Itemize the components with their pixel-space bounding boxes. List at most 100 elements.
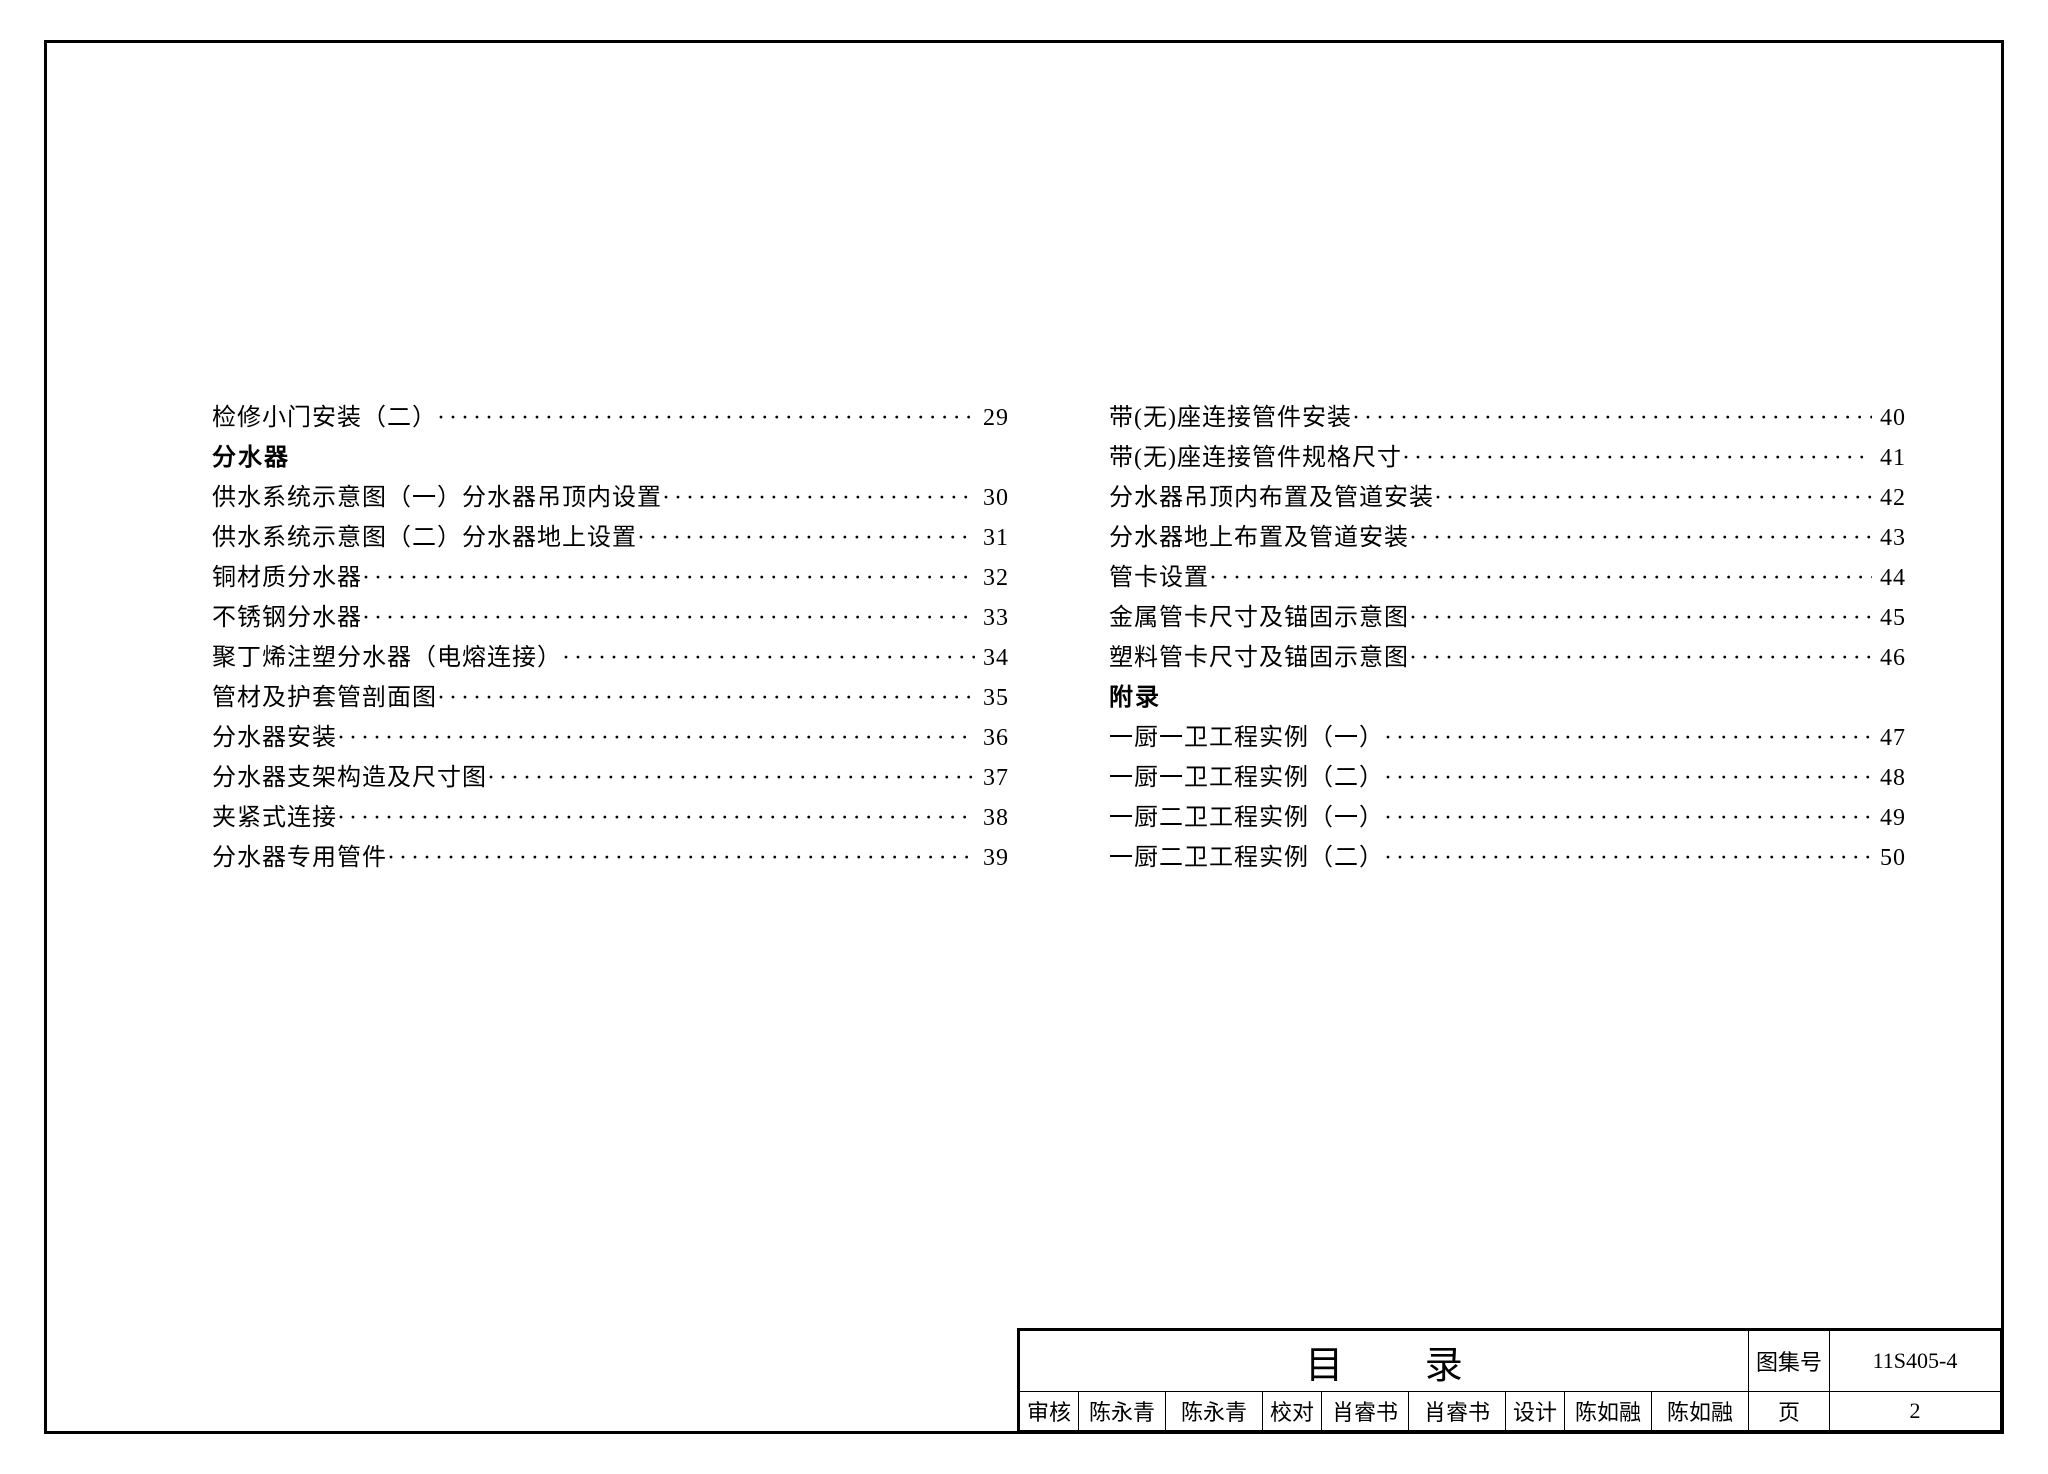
toc-entry-label: 管材及护套管剖面图 [212,678,437,718]
toc-leader-dots [1384,758,1872,798]
toc-leader-dots [437,678,975,718]
role-review-signature: 陈永青 [1166,1392,1263,1431]
toc-entry-label: 一厨二卫工程实例（一） [1109,798,1384,838]
toc-entry-page: 40 [1872,398,1906,438]
role-design-name: 陈如融 [1565,1392,1652,1431]
toc-entry-page: 44 [1872,558,1906,598]
toc-leader-dots [337,798,975,838]
toc-entry-page: 46 [1872,638,1906,678]
toc-row: 金属管卡尺寸及锚固示意图 45 [1109,598,1906,638]
role-check-name: 肖睿书 [1322,1392,1409,1431]
toc-entry-label: 管卡设置 [1109,558,1209,598]
toc-leader-dots [1434,478,1872,518]
toc-entry-label: 一厨一卫工程实例（二） [1109,758,1384,798]
toc-entry-page: 49 [1872,798,1906,838]
toc-row: 带(无)座连接管件规格尺寸41 [1109,438,1906,478]
toc-leader-dots [1384,838,1872,878]
toc-entry-page: 47 [1872,718,1906,758]
toc-row: 不锈钢分水器 33 [212,598,1009,638]
toc-entry-page: 35 [975,678,1009,718]
toc-entry-label: 分水器吊顶内布置及管道安装 [1109,478,1434,518]
toc-row: 塑料管卡尺寸及锚固示意图 46 [1109,638,1906,678]
toc-entry-page: 50 [1872,838,1906,878]
toc-heading: 分水器 [212,438,1009,478]
toc-entry-label: 分水器支架构造及尺寸图 [212,758,487,798]
toc-entry-page: 37 [975,758,1009,798]
toc-entry-page: 31 [975,518,1009,558]
toc-entry-page: 43 [1872,518,1906,558]
toc-row: 聚丁烯注塑分水器（电熔连接） 34 [212,638,1009,678]
toc-leader-dots [387,838,975,878]
toc-entry-label: 带(无)座连接管件规格尺寸 [1109,438,1402,478]
toc-entry-page: 34 [975,638,1009,678]
toc-entry-page: 36 [975,718,1009,758]
toc-entry-label: 夹紧式连接 [212,798,337,838]
toc-entry-page: 32 [975,558,1009,598]
toc-heading: 附录 [1109,678,1906,718]
toc-leader-dots [1409,598,1872,638]
toc-entry-page: 39 [975,838,1009,878]
role-design-label: 设计 [1506,1392,1565,1431]
toc-entry-page: 29 [975,398,1009,438]
toc-entry-label: 供水系统示意图（一）分水器吊顶内设置 [212,478,662,518]
toc-leader-dots [637,518,975,558]
page: 检修小门安装（二）29分水器供水系统示意图（一）分水器吊顶内设置30供水系统示意… [0,0,2048,1474]
toc-row: 分水器吊顶内布置及管道安装 42 [1109,478,1906,518]
sheet-title: 目 录 [1020,1331,1749,1392]
toc-entry-page: 33 [975,598,1009,638]
toc-row: 一厨一卫工程实例（一） 47 [1109,718,1906,758]
toc-leader-dots [1352,398,1872,438]
toc-leader-dots [362,558,975,598]
toc-entry-page: 30 [975,478,1009,518]
toc-row: 供水系统示意图（一）分水器吊顶内设置 30 [212,478,1009,518]
toc-entry-label: 聚丁烯注塑分水器（电熔连接） [212,638,562,678]
toc-entry-label: 铜材质分水器 [212,558,362,598]
toc-entry-label: 一厨一卫工程实例（一） [1109,718,1384,758]
toc-row: 管卡设置 44 [1109,558,1906,598]
toc-entry-label: 分水器地上布置及管道安装 [1109,518,1409,558]
toc-leader-dots [1402,438,1872,478]
role-review-label: 审核 [1020,1392,1079,1431]
set-no-value: 11S405-4 [1830,1331,2001,1392]
toc-content: 检修小门安装（二）29分水器供水系统示意图（一）分水器吊顶内设置30供水系统示意… [212,398,1906,878]
toc-row: 分水器支架构造及尺寸图 37 [212,758,1009,798]
toc-entry-label: 金属管卡尺寸及锚固示意图 [1109,598,1409,638]
toc-row: 一厨二卫工程实例（二） 50 [1109,838,1906,878]
toc-row: 分水器安装 36 [212,718,1009,758]
toc-entry-label: 塑料管卡尺寸及锚固示意图 [1109,638,1409,678]
toc-leader-dots [1409,518,1872,558]
toc-leader-dots [1209,558,1872,598]
toc-entry-page: 48 [1872,758,1906,798]
toc-row: 一厨一卫工程实例（二） 48 [1109,758,1906,798]
toc-leader-dots [662,478,975,518]
role-review-name: 陈永青 [1079,1392,1166,1431]
toc-leader-dots [362,598,975,638]
toc-leader-dots [562,638,975,678]
drawing-frame: 检修小门安装（二）29分水器供水系统示意图（一）分水器吊顶内设置30供水系统示意… [44,40,2004,1434]
toc-entry-page: 38 [975,798,1009,838]
toc-row: 管材及护套管剖面图 35 [212,678,1009,718]
toc-entry-page: 45 [1872,598,1906,638]
toc-row: 夹紧式连接 38 [212,798,1009,838]
toc-column-left: 检修小门安装（二）29分水器供水系统示意图（一）分水器吊顶内设置30供水系统示意… [212,398,1009,878]
toc-entry-page: 42 [1872,478,1906,518]
toc-row: 铜材质分水器 32 [212,558,1009,598]
toc-leader-dots [337,718,975,758]
role-design-signature: 陈如融 [1652,1392,1749,1431]
page-no-label: 页 [1749,1392,1830,1431]
toc-row: 供水系统示意图（二）分水器地上设置 31 [212,518,1009,558]
toc-leader-dots [1384,718,1872,758]
toc-entry-label: 供水系统示意图（二）分水器地上设置 [212,518,637,558]
set-no-label: 图集号 [1749,1331,1830,1392]
toc-row: 检修小门安装（二）29 [212,398,1009,438]
toc-entry-label: 分水器安装 [212,718,337,758]
toc-row: 一厨二卫工程实例（一） 49 [1109,798,1906,838]
toc-row: 带(无)座连接管件安装40 [1109,398,1906,438]
toc-entry-label: 分水器专用管件 [212,838,387,878]
toc-leader-dots [1409,638,1872,678]
title-block: 目 录 图集号 11S405-4 审核 陈永青 陈永青 校对 肖睿书 肖睿书 设… [1017,1328,2004,1434]
toc-entry-label: 一厨二卫工程实例（二） [1109,838,1384,878]
toc-entry-label: 不锈钢分水器 [212,598,362,638]
page-no-value: 2 [1830,1392,2001,1431]
toc-column-right: 带(无)座连接管件安装40带(无)座连接管件规格尺寸41分水器吊顶内布置及管道安… [1109,398,1906,878]
